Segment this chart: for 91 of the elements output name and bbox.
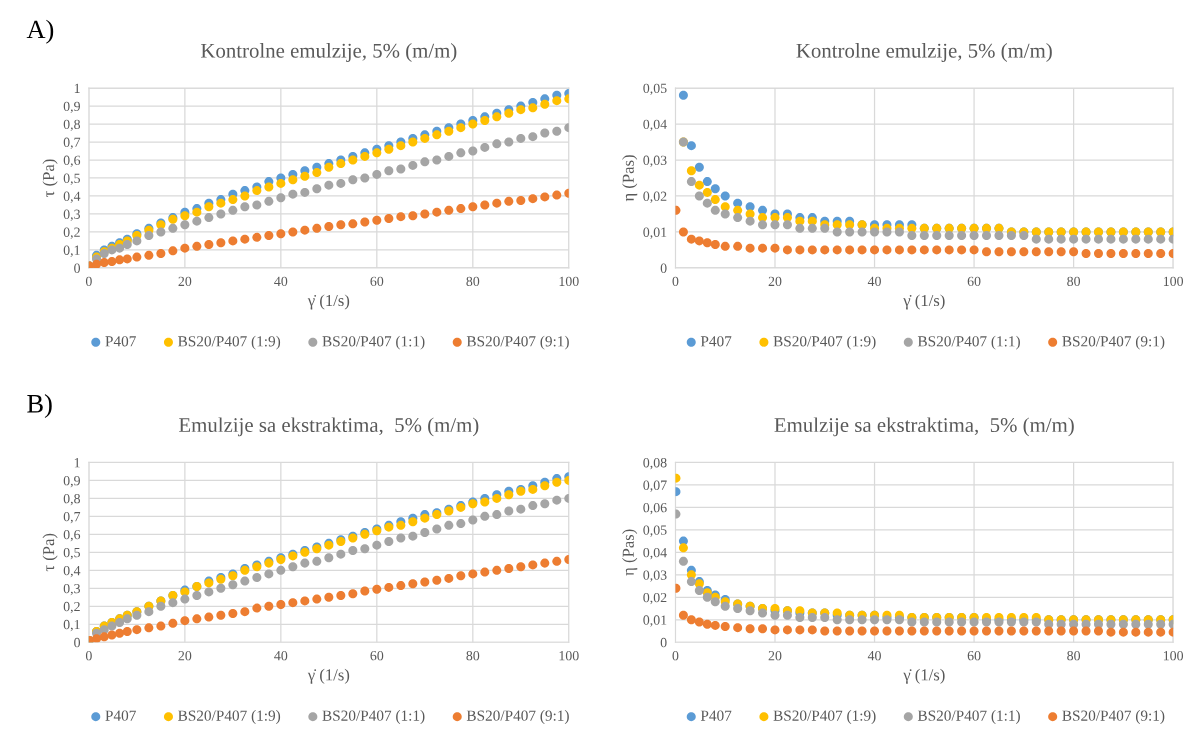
chart-title: Kontrolne emulzije, 5% (m/m): [201, 43, 457, 62]
x-tick-label: 40: [867, 650, 881, 661]
y-tick-label: 0,9: [63, 101, 80, 114]
y-tick-label: 0,06: [643, 502, 667, 515]
legend-label: BS20/P407 (1:1): [917, 335, 1020, 350]
y-tick-label: 0,2: [63, 601, 80, 614]
y-tick-label: 0,1: [63, 619, 80, 632]
x-tick-label: 40: [274, 650, 288, 661]
y-axis-title: η (Pas): [622, 529, 638, 576]
y-tick-label: 0,8: [63, 119, 81, 131]
chart-title: Emulzije sa ekstraktima, 5% (m/m): [774, 417, 1074, 437]
y-tick-label: 0,01: [643, 615, 667, 627]
x-axis-title: γ̇ (1/s): [903, 294, 945, 310]
legend-label: BS20/P407 (1:1): [917, 710, 1020, 724]
y-tick-label: 0,01: [643, 227, 667, 239]
legend-label: P407: [105, 336, 136, 347]
x-tick-label: 60: [370, 650, 384, 661]
y-tick-label: 0,2: [63, 227, 80, 239]
x-tick-label: 100: [559, 276, 579, 287]
y-tick-label: 0,07: [643, 480, 667, 492]
x-tick-label: 0: [85, 650, 92, 661]
legend-label: BS20/P407 (9:1): [1062, 710, 1165, 724]
legend-label: BS20/P407 (9:1): [466, 335, 569, 350]
x-tick-label: 0: [672, 650, 679, 661]
y-tick-label: 0,03: [643, 155, 667, 167]
y-axis-title: τ (Pa): [42, 533, 58, 572]
x-tick-label: 100: [1163, 276, 1184, 287]
y-tick-label: 0,8: [63, 493, 81, 506]
y-tick-label: 0,02: [643, 592, 667, 605]
x-tick-label: 80: [466, 650, 480, 661]
y-tick-label: 0: [74, 637, 81, 648]
y-tick-label: 0: [660, 263, 667, 273]
y-tick-label: 1: [74, 83, 80, 93]
y-tick-label: 0,7: [63, 511, 81, 524]
y-tick-label: 0,4: [63, 191, 81, 203]
y-tick-label: 0,1: [63, 245, 80, 257]
x-tick-label: 40: [274, 276, 288, 287]
y-axis-title: τ (Pa): [42, 159, 58, 197]
x-tick-label: 20: [178, 650, 192, 661]
legend-label: BS20/P407 (1:9): [178, 710, 281, 724]
y-tick-label: 0,4: [63, 565, 81, 578]
x-tick-label: 40: [867, 276, 881, 287]
x-axis-title: γ̇ (1/s): [307, 668, 350, 684]
x-axis-title: γ̇ (1/s): [307, 294, 350, 310]
legend-label: BS20/P407 (9:1): [466, 710, 569, 724]
y-tick-label: 0,7: [63, 137, 81, 149]
x-tick-label: 80: [466, 276, 480, 287]
y-tick-label: 0,08: [643, 458, 667, 470]
y-tick-label: 0,3: [63, 583, 80, 596]
x-tick-label: 60: [967, 650, 981, 661]
y-tick-label: 0: [74, 263, 81, 273]
x-axis-title: γ̇ (1/s): [903, 668, 945, 684]
y-tick-label: 0,02: [643, 191, 667, 203]
y-tick-label: 0,04: [643, 119, 667, 131]
y-tick-label: 0,05: [643, 83, 667, 96]
x-tick-label: 80: [1067, 650, 1081, 661]
chart-title: Emulzije sa ekstraktima, 5% (m/m): [179, 417, 479, 437]
x-tick-label: 100: [1163, 650, 1184, 661]
legend-label: P407: [105, 710, 136, 721]
y-tick-label: 0,04: [643, 547, 667, 560]
x-tick-label: 0: [85, 276, 92, 287]
y-tick-label: 0,6: [63, 155, 81, 167]
legend-label: BS20/P407 (1:9): [773, 335, 876, 350]
legend-label: BS20/P407 (1:1): [322, 710, 425, 724]
y-tick-label: 1: [74, 458, 80, 468]
y-tick-label: 0,05: [643, 525, 667, 537]
legend-label: BS20/P407 (1:9): [773, 710, 876, 724]
x-tick-label: 80: [1067, 276, 1081, 287]
x-tick-label: 20: [768, 276, 782, 287]
y-tick-label: 0: [660, 637, 667, 648]
y-tick-label: 0,9: [63, 475, 80, 488]
y-axis-title: η (Pas): [622, 155, 638, 202]
y-tick-label: 0,5: [63, 547, 80, 560]
y-tick-label: 0,03: [643, 570, 667, 582]
legend-label: P407: [700, 336, 732, 347]
legend-label: BS20/P407 (1:9): [178, 335, 281, 350]
legend-label: BS20/P407 (1:1): [322, 335, 425, 350]
y-tick-label: 0,3: [63, 209, 80, 221]
text: A): [26, 19, 54, 44]
x-tick-label: 100: [559, 650, 579, 661]
x-tick-label: 20: [768, 650, 782, 661]
x-tick-label: 0: [672, 276, 679, 287]
legend-label: BS20/P407 (9:1): [1062, 335, 1165, 350]
chart-title: Kontrolne emulzije, 5% (m/m): [796, 43, 1052, 62]
y-tick-label: 0,6: [63, 529, 81, 542]
legend-label: P407: [700, 710, 732, 721]
y-tick-label: 0,5: [63, 173, 80, 185]
text: B): [27, 394, 52, 419]
x-tick-label: 60: [967, 276, 981, 287]
x-tick-label: 20: [178, 276, 192, 287]
x-tick-label: 60: [370, 276, 384, 287]
